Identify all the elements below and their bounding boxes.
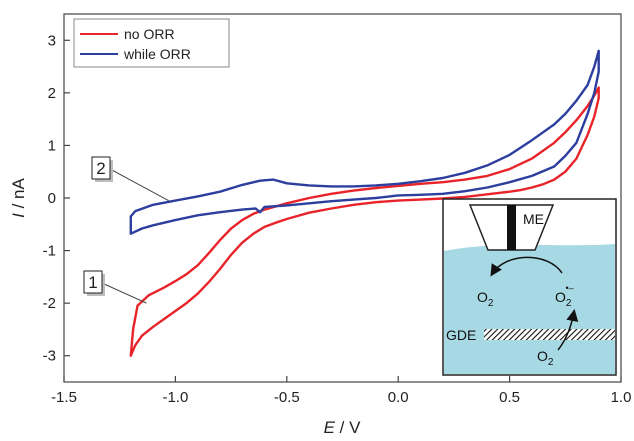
y-axis: -3 -2 -1 0 1 2 3: [43, 32, 70, 365]
y-axis-title: I / nA: [9, 177, 28, 217]
callout-box: [83, 270, 103, 294]
legend-box: [73, 18, 230, 68]
x-tick-label: 0.5: [499, 389, 520, 406]
inset-schematic: ME GDE O2 O2•– O2: [442, 198, 617, 376]
callout-label: 2: [96, 159, 105, 178]
y-tick-label: 1: [48, 137, 56, 154]
callout-label: 1: [88, 273, 97, 292]
y-tick-label: -3: [43, 348, 56, 365]
series-line-no-orr: [129, 86, 600, 357]
y-tick-label: -2: [43, 295, 56, 312]
gde-hatch: [484, 329, 615, 340]
x-tick-label: 1.0: [611, 389, 632, 406]
y-tick-label: 0: [48, 190, 56, 207]
microelectrode-wire: [507, 205, 516, 250]
o2-left-label: O2: [477, 289, 494, 309]
gde-label: GDE: [446, 327, 476, 343]
series-line-while-orr: [129, 49, 600, 235]
y-tick-label: -1: [43, 243, 56, 260]
x-tick-label: -0.5: [274, 389, 300, 406]
callouts: 21: [83, 156, 169, 304]
x-axis: -1.5 -1.0 -0.5 0.0 0.5 1.0: [51, 376, 631, 406]
legend-label-no-orr: no ORR: [124, 26, 175, 42]
callout-box: [91, 156, 111, 180]
callout-leader: [101, 282, 147, 304]
x-axis-title: E / V: [324, 418, 362, 437]
legend-label-while-orr: while ORR: [123, 46, 191, 62]
legend: no ORR while ORR: [73, 18, 230, 68]
x-tick-label: -1.0: [162, 389, 188, 406]
y-tick-label: 3: [48, 32, 56, 49]
callout-leader: [109, 168, 169, 202]
electrolyte-region: [444, 244, 615, 374]
o2-superoxide-label: O2•–: [555, 283, 574, 309]
o2-supply-label: O2: [537, 348, 554, 368]
y-tick-label: 2: [48, 85, 56, 102]
supply-arrow: [557, 309, 579, 351]
me-label: ME: [523, 211, 544, 227]
x-tick-label: 0.0: [388, 389, 409, 406]
reaction-arrow-arc: [490, 256, 563, 277]
x-tick-label: -1.5: [51, 389, 77, 406]
series-layer: [129, 49, 600, 357]
